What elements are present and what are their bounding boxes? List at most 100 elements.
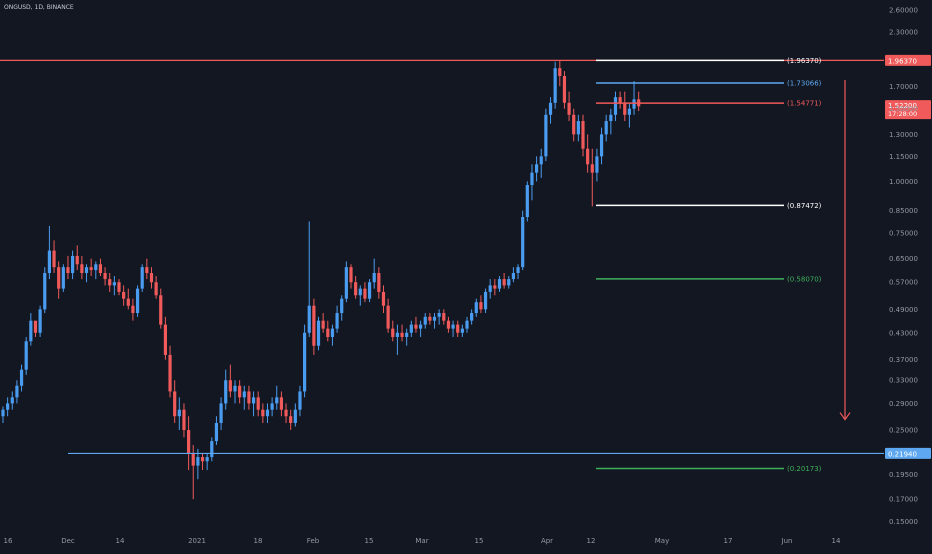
y-tick-label: 0.33000: [889, 377, 918, 385]
candle-body: [507, 279, 511, 286]
candle-body: [205, 457, 209, 462]
x-tick-label: 14: [832, 537, 841, 545]
candle-body: [576, 121, 580, 135]
candle-body: [423, 316, 427, 325]
candle-body: [627, 108, 631, 115]
y-tick-label: 0.25000: [889, 427, 918, 435]
candle-body: [446, 320, 451, 329]
level-label: (1.96370): [787, 57, 822, 65]
y-tick-label: 0.75000: [889, 230, 918, 238]
candle-body: [623, 102, 627, 115]
candle-body: [112, 282, 116, 286]
candle-body: [358, 288, 362, 296]
candle-body: [210, 441, 214, 458]
candle-body: [191, 452, 195, 466]
candle-body: [344, 267, 348, 299]
candle-body: [47, 250, 51, 274]
candle-body: [149, 273, 154, 283]
candle-body: [470, 313, 474, 321]
x-tick-label: 16: [4, 537, 13, 545]
candle-body: [483, 291, 488, 310]
candle-body: [200, 457, 205, 462]
candle-body: [103, 273, 107, 280]
countdown-timer: 17:28:00: [888, 110, 917, 118]
candle-body: [242, 391, 246, 398]
candle-body: [321, 320, 325, 329]
candle-body: [502, 279, 506, 286]
y-tick-label: 2.60000: [889, 7, 918, 15]
y-tick-label: 0.37000: [889, 356, 918, 364]
candle-body: [465, 320, 469, 329]
symbol-label: ONGUSD, 1D, BINANCE: [4, 4, 74, 11]
candle-body: [284, 409, 288, 417]
candle-body: [33, 320, 38, 333]
candle-body: [419, 324, 423, 329]
candle-body: [609, 114, 613, 122]
candle-body: [293, 409, 297, 423]
candle-body: [66, 267, 70, 274]
candle-body: [6, 403, 10, 410]
candle-body: [29, 320, 33, 342]
candle-body: [1, 409, 5, 417]
level-label: (1.54771): [787, 100, 822, 108]
x-tick-label: 18: [254, 537, 263, 545]
candle-body: [548, 102, 553, 115]
y-tick-label: 1.30000: [889, 131, 918, 139]
candle-body: [10, 397, 14, 404]
candle-body: [247, 391, 251, 404]
candle-body: [182, 409, 186, 431]
x-tick-label: Apr: [541, 537, 553, 545]
candle-body: [279, 397, 283, 410]
candle-body: [363, 288, 367, 299]
candle-body: [381, 291, 386, 306]
x-tick-label: Mar: [415, 537, 428, 545]
candle-body: [94, 264, 98, 271]
candle-body: [38, 309, 42, 333]
candle-body: [511, 273, 515, 280]
x-tick-label: 12: [587, 537, 596, 545]
candle-body: [61, 267, 65, 289]
x-tick-label: 17: [724, 537, 733, 545]
candle-body: [595, 156, 599, 173]
candle-body: [228, 380, 232, 392]
candle-body: [219, 403, 223, 423]
candle-body: [530, 172, 534, 186]
candle-body: [80, 264, 84, 274]
candle-body: [349, 267, 353, 283]
y-tick-label: 0.19500: [889, 471, 918, 479]
candle-body: [613, 97, 618, 115]
candle-body: [265, 409, 270, 417]
level-label: (0.20173): [787, 465, 822, 473]
price-tag: [885, 447, 931, 459]
candle-body: [562, 76, 567, 103]
x-tick-label: Jun: [781, 537, 793, 545]
candle-body: [488, 285, 492, 292]
price-tag-label: 0.21940: [888, 450, 917, 458]
candle-body: [391, 328, 395, 337]
candle-body: [377, 273, 381, 292]
candle-body: [19, 369, 24, 386]
candle-body: [386, 305, 390, 329]
candle-body: [177, 409, 181, 417]
candle-body: [586, 148, 590, 165]
current-price-tag: [885, 100, 931, 120]
candle-body: [372, 273, 376, 283]
candle-body: [395, 332, 399, 337]
candle-body: [140, 267, 144, 289]
candle-body: [173, 391, 177, 417]
level-label: (1.73066): [787, 80, 822, 88]
candle-body: [558, 68, 562, 77]
candle-body: [460, 328, 464, 333]
candle-body: [525, 185, 529, 218]
candle-body: [187, 430, 191, 453]
candle-body: [409, 324, 413, 333]
x-tick-label: Dec: [61, 537, 75, 545]
candle-body: [122, 291, 126, 299]
candle-body: [135, 288, 140, 314]
candle-body: [553, 68, 557, 103]
candle-body: [289, 416, 293, 423]
y-tick-label: 2.30000: [889, 29, 918, 37]
